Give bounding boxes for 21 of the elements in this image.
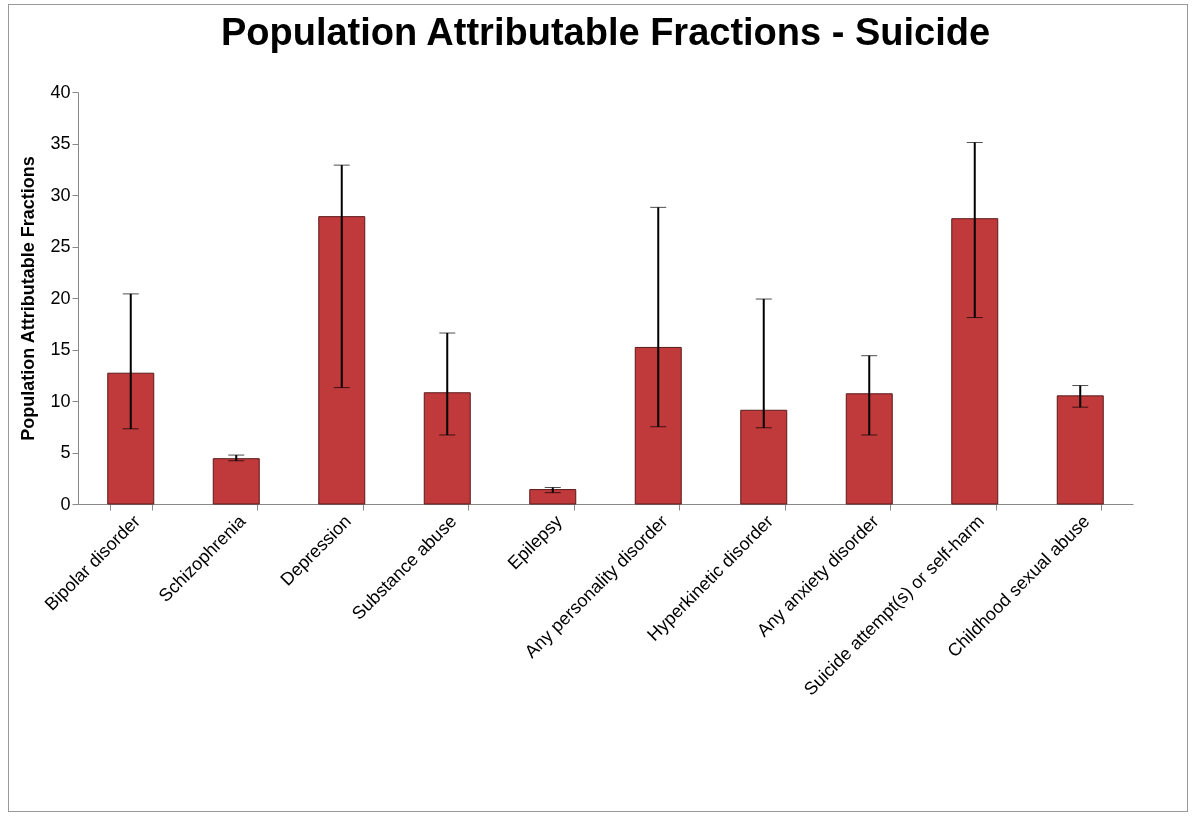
y-tick-label: 15 xyxy=(50,339,71,359)
bar xyxy=(107,372,155,505)
y-tick-label: 10 xyxy=(50,390,71,411)
bar xyxy=(423,392,471,505)
bar xyxy=(951,218,999,505)
chart-title: Population Attributable Fractions - Suicide xyxy=(220,11,991,53)
y-tick-label: 30 xyxy=(50,184,71,205)
bar xyxy=(1056,395,1104,505)
bar xyxy=(634,346,682,505)
bar xyxy=(318,216,366,505)
bar xyxy=(845,393,893,505)
y-tick-label: 35 xyxy=(50,133,71,153)
y-tick-label: 20 xyxy=(50,287,71,308)
y-tick-label: 5 xyxy=(60,442,71,462)
y-axis-title: Population Attributable Fractions xyxy=(18,156,39,441)
bar xyxy=(529,489,577,505)
y-tick-label: 25 xyxy=(50,236,71,256)
bar xyxy=(740,409,788,505)
y-tick-label: 0 xyxy=(60,493,71,514)
y-tick-label: 40 xyxy=(50,81,71,102)
bar xyxy=(212,458,260,505)
